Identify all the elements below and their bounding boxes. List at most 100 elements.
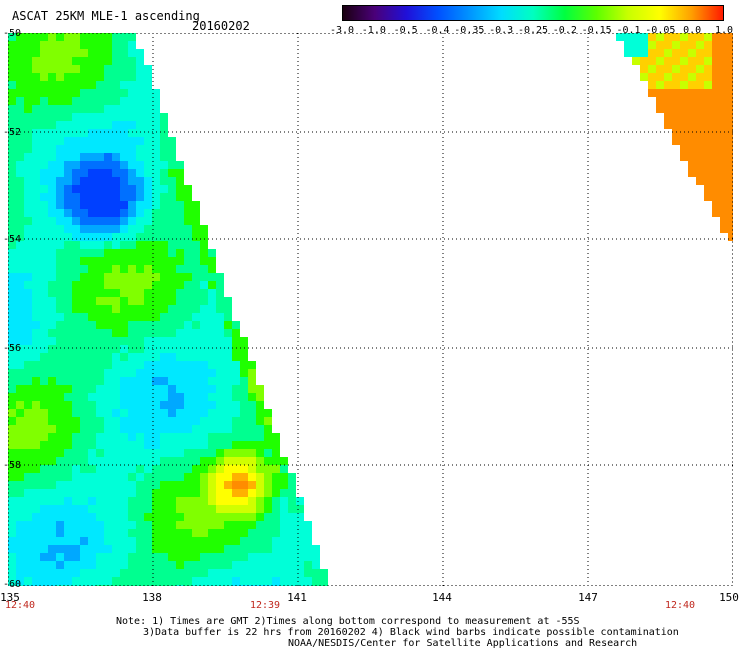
swath-pixel	[48, 33, 56, 41]
swath-pixel	[128, 257, 136, 265]
swath-pixel	[72, 185, 80, 193]
swath-pixel	[56, 145, 64, 153]
swath-pixel	[136, 361, 144, 369]
swath-pixel	[48, 369, 56, 377]
swath-pixel	[112, 81, 120, 89]
swath-pixel	[80, 153, 88, 161]
swath-pixel	[128, 137, 136, 145]
swath-pixel	[152, 513, 160, 521]
swath-pixel	[176, 521, 184, 529]
swath-pixel	[280, 489, 288, 497]
swath-pixel	[88, 497, 96, 505]
swath-pixel	[208, 321, 216, 329]
swath-pixel	[696, 57, 704, 65]
swath-pixel	[240, 385, 248, 393]
swath-pixel	[224, 361, 232, 369]
swath-pixel	[176, 553, 184, 561]
swath-pixel	[120, 49, 128, 57]
swath-pixel	[104, 169, 112, 177]
swath-pixel	[144, 185, 152, 193]
swath-pixel	[192, 521, 200, 529]
swath-pixel	[8, 265, 16, 273]
swath-pixel	[160, 233, 168, 241]
swath-pixel	[80, 369, 88, 377]
swath-pixel	[16, 377, 24, 385]
swath-pixel	[128, 417, 136, 425]
swath-pixel	[56, 297, 64, 305]
swath-pixel	[184, 465, 192, 473]
swath-pixel	[256, 561, 264, 569]
swath-pixel	[272, 577, 280, 585]
swath-pixel	[192, 369, 200, 377]
swath-pixel	[96, 33, 104, 41]
swath-pixel	[152, 345, 160, 353]
swath-pixel	[72, 561, 80, 569]
swath-pixel	[96, 441, 104, 449]
swath-pixel	[136, 281, 144, 289]
swath-pixel	[8, 73, 16, 81]
swath-pixel	[80, 33, 88, 41]
swath-pixel	[120, 329, 128, 337]
swath-pixel	[104, 345, 112, 353]
swath-pixel	[56, 265, 64, 273]
swath-pixel	[64, 545, 72, 553]
swath-pixel	[160, 305, 168, 313]
swath-pixel	[184, 345, 192, 353]
swath-pixel	[688, 145, 696, 153]
swath-pixel	[32, 337, 40, 345]
swath-pixel	[32, 185, 40, 193]
swath-pixel	[80, 473, 88, 481]
swath-pixel	[152, 417, 160, 425]
swath-pixel	[664, 73, 672, 81]
swath-pixel	[48, 193, 56, 201]
swath-pixel	[80, 177, 88, 185]
swath-pixel	[168, 513, 176, 521]
swath-pixel	[40, 433, 48, 441]
swath-pixel	[24, 521, 32, 529]
swath-pixel	[88, 81, 96, 89]
swath-pixel	[312, 569, 320, 577]
swath-pixel	[152, 129, 160, 137]
swath-pixel	[128, 241, 136, 249]
swath-pixel	[128, 81, 136, 89]
swath-pixel	[144, 113, 152, 121]
swath-pixel	[96, 569, 104, 577]
swath-pixel	[720, 225, 728, 233]
swath-pixel	[640, 41, 648, 49]
swath-pixel	[80, 257, 88, 265]
swath-pixel	[688, 33, 696, 41]
swath-pixel	[272, 473, 280, 481]
swath-pixel	[192, 441, 200, 449]
swath-pixel	[80, 145, 88, 153]
swath-pixel	[24, 465, 32, 473]
swath-pixel	[80, 129, 88, 137]
swath-pixel	[96, 57, 104, 65]
swath-pixel	[48, 145, 56, 153]
lon-label-150: 150	[719, 591, 739, 604]
swath-pixel	[208, 569, 216, 577]
swath-pixel	[656, 105, 664, 113]
swath-pixel	[144, 161, 152, 169]
swath-pixel	[40, 345, 48, 353]
swath-pixel	[16, 137, 24, 145]
swath-pixel	[144, 369, 152, 377]
swath-pixel	[96, 97, 104, 105]
swath-pixel	[176, 185, 184, 193]
swath-pixel	[144, 177, 152, 185]
swath-pixel	[56, 361, 64, 369]
swath-pixel	[96, 545, 104, 553]
swath-pixel	[160, 489, 168, 497]
swath-pixel	[728, 193, 733, 201]
swath-pixel	[688, 97, 696, 105]
swath-pixel	[120, 537, 128, 545]
swath-pixel	[48, 393, 56, 401]
swath-pixel	[168, 281, 176, 289]
swath-pixel	[72, 137, 80, 145]
swath-pixel	[256, 393, 264, 401]
swath-pixel	[688, 65, 696, 73]
swath-pixel	[128, 313, 136, 321]
swath-pixel	[64, 209, 72, 217]
swath-pixel	[248, 545, 256, 553]
swath-pixel	[192, 361, 200, 369]
swath-pixel	[208, 313, 216, 321]
